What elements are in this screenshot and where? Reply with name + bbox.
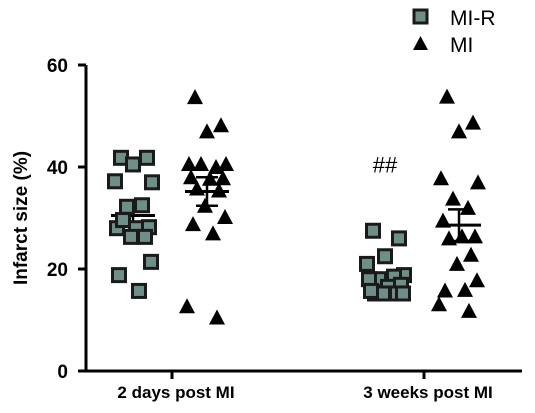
data-points — [107, 88, 486, 325]
mi-point — [435, 212, 451, 228]
mi-r-point — [125, 156, 141, 173]
mi-point — [197, 197, 213, 213]
mi-point — [185, 216, 201, 232]
mi-point — [465, 114, 481, 130]
significance-annotation: ## — [373, 152, 398, 177]
x-axis-ticks: 2 days post MI 3 weeks post MI — [117, 371, 493, 402]
mi-r-point — [144, 174, 160, 191]
mi-point — [183, 169, 199, 185]
mi-point — [461, 302, 477, 318]
legend-marker-mi — [413, 36, 428, 50]
mi-point — [181, 155, 197, 171]
mi-r-point — [115, 212, 131, 229]
mi-r-point — [363, 282, 379, 299]
legend: MI-R MI — [412, 7, 496, 57]
mi-point — [454, 228, 470, 244]
mi-point — [469, 272, 485, 288]
mi-point — [467, 228, 483, 244]
mi-r-point — [123, 228, 139, 245]
mi-r-point — [134, 197, 150, 214]
mi-r-point — [143, 253, 159, 270]
y-axis-label: Infarct size (%) — [11, 151, 32, 285]
mi-r-point — [137, 228, 153, 245]
mi-point — [209, 309, 225, 325]
mi-r-point — [111, 267, 127, 284]
x-tick-label: 3 weeks post MI — [363, 383, 492, 402]
mi-r-point — [377, 248, 393, 265]
mi-point — [218, 155, 234, 171]
mi-r-point — [131, 282, 147, 299]
mi-point — [439, 88, 455, 104]
mi-r-point — [119, 198, 135, 215]
mi-r-point — [365, 222, 381, 239]
mi-point — [179, 298, 195, 314]
mi-point — [460, 199, 476, 215]
mi-point — [193, 155, 209, 171]
y-axis-ticks: 0 20 40 60 — [47, 56, 86, 383]
mi-point — [217, 209, 233, 224]
y-tick-label: 60 — [47, 56, 68, 77]
legend-label-mi: MI — [450, 34, 473, 57]
mi-point — [449, 255, 465, 271]
mi-r-point — [139, 149, 155, 166]
mi-point — [211, 182, 227, 198]
mi-point — [199, 123, 215, 139]
mi-point — [189, 180, 205, 196]
x-tick-label: 2 days post MI — [117, 383, 234, 402]
mi-r-point — [391, 230, 407, 247]
annotations: ## — [373, 152, 398, 177]
mi-point — [215, 170, 231, 186]
mi-point — [470, 174, 486, 190]
mi-point — [205, 225, 221, 241]
y-tick-label: 0 — [57, 362, 68, 383]
mi-point — [463, 246, 479, 262]
y-tick-label: 40 — [47, 158, 68, 179]
mi-point — [433, 170, 449, 186]
legend-marker-mi-r — [412, 8, 429, 25]
mi-point — [431, 296, 447, 312]
mi-point — [213, 117, 229, 133]
mi-r-point — [395, 285, 411, 302]
mi-point — [202, 170, 218, 186]
mi-point — [437, 282, 453, 298]
y-tick-label: 20 — [47, 260, 68, 281]
mi-r-point — [107, 173, 123, 190]
mi-point — [187, 89, 203, 105]
mi-point — [457, 281, 473, 297]
mi-point — [451, 123, 467, 139]
mi-r-point — [359, 255, 375, 272]
legend-label-mi-r: MI-R — [450, 7, 496, 30]
mi-point — [445, 190, 461, 206]
mi-point — [208, 159, 224, 175]
mi-point — [441, 230, 457, 246]
error-bars — [111, 175, 481, 287]
